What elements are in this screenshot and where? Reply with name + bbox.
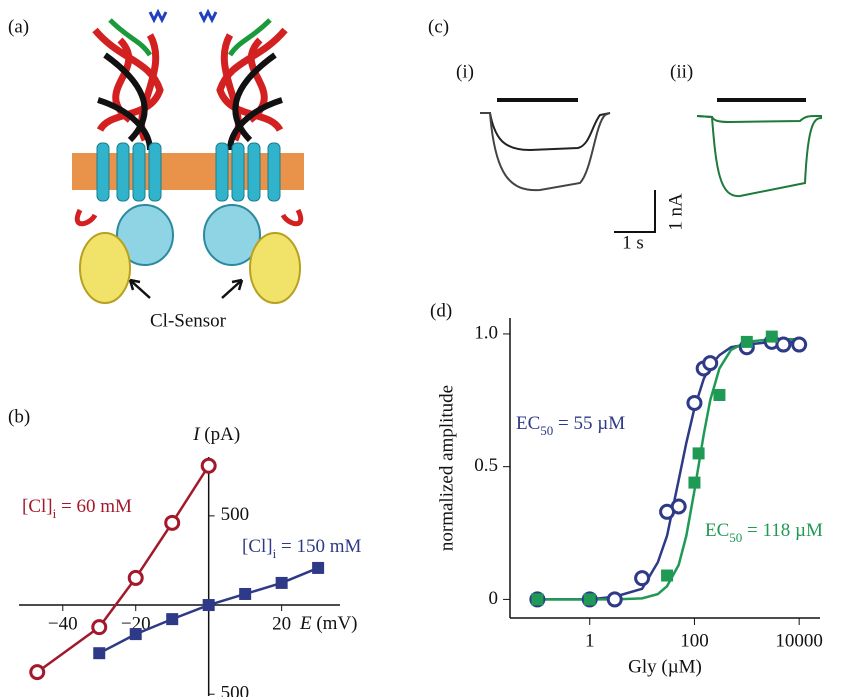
panel-label: (d) [430,300,452,321]
scale-label: 1 s [622,232,644,253]
text-part: 50 [729,530,742,545]
annotation: EC50 = 118 µM [705,520,823,545]
text-part: [Cl] [22,496,53,517]
data-point [166,516,179,529]
panel-label: (c) [428,16,449,37]
data-point [793,338,806,351]
annotation: E (mV) [299,613,358,634]
data-point [129,571,142,584]
data-point [31,666,44,679]
x-tick-label: 1 [585,630,595,651]
text-part: = 150 mM [276,536,361,557]
text-part: = 60 mM [56,496,132,517]
data-point [531,593,543,605]
data-point [688,396,701,409]
data-point [130,628,142,640]
annotation: [Cl]i = 150 mM [242,536,361,561]
x-tick-label: 10000 [775,630,823,651]
text-part: EC [516,413,540,434]
data-point [276,577,288,589]
current-traces [480,100,822,232]
annotation: EC50 = 55 µM [516,413,625,438]
x-tick-label: −40 [48,613,78,634]
text-part: = 55 µM [553,413,625,434]
data-point [693,447,705,459]
y-tick-label: 500 [221,504,250,525]
data-point [584,593,596,605]
data-point [713,389,725,401]
data-point [741,336,753,348]
x-tick-label: 100 [680,630,709,651]
text-part: EC [705,520,729,541]
trace-label: (i) [456,61,474,82]
text-part: E [299,613,312,634]
data-point [202,459,215,472]
y-tick-label: 500 [221,683,250,697]
y-axis-label: normalized amplitude [436,385,457,551]
data-point [93,621,106,634]
panel-label: (a) [8,16,29,37]
trace-label: (ii) [670,61,693,82]
data-point [203,599,215,611]
data-point [166,613,178,625]
text-part: (mV) [312,613,358,634]
data-point [608,593,621,606]
data-point [672,500,685,513]
data-point [704,357,717,370]
data-point [239,588,251,600]
annotation: I (pA) [192,424,240,445]
text-part: = 118 µM [742,520,823,541]
data-point [777,338,790,351]
y-tick-label: 0 [489,588,499,609]
text-part: 50 [540,423,553,438]
text-part: [Cl] [242,536,273,557]
y-tick-label: 0.5 [474,455,498,476]
text-part: (pA) [200,424,241,445]
protein-illustration [72,12,304,303]
x-tick-label: 20 [272,613,291,634]
x-axis-label: Gly (µM) [628,656,702,677]
data-point [636,572,649,585]
data-point [93,647,105,659]
fit-curve [537,339,799,599]
y-tick-label: 1.0 [474,322,498,343]
data-point [312,562,324,574]
data-point [766,331,778,343]
annotation: Cl-Sensor [150,310,227,331]
annotation: [Cl]i = 60 mM [22,496,132,521]
fit-curve [537,342,799,600]
figure: (a) Cl-Sensor (c) (i) (ii) [0,0,857,697]
scale-label: 1 nA [665,193,686,231]
data-point [661,570,673,582]
data-point [688,477,700,489]
panel-label: (b) [8,406,30,427]
